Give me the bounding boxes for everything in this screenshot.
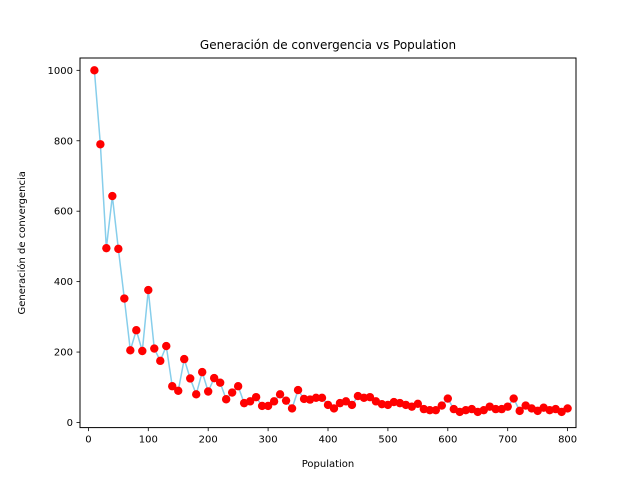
data-point [198,367,207,377]
x-tick-label: 600 [438,435,457,446]
data-point [425,405,435,415]
y-axis: 0 200 400 600 800 1000 [48,66,80,429]
data-point [168,382,177,391]
data-point [281,396,291,405]
x-axis-label: Population [302,459,355,470]
data-point [443,394,453,403]
data-point [138,346,147,356]
data-point [150,344,159,353]
data-point [245,397,255,406]
data-point [293,385,303,395]
data-point [251,392,261,402]
data-point [257,401,267,411]
data-point [491,404,500,414]
data-point [174,386,183,395]
data-point [96,140,105,149]
data-point [108,191,117,201]
data-point [102,243,111,253]
x-tick-label: 500 [378,435,397,446]
data-point [347,400,357,410]
data-point [275,390,285,399]
x-axis: 0 100 200 300 400 500 600 700 800 [85,427,577,446]
data-point [144,285,153,295]
chart-title: Generación de convergencia vs Population [200,38,456,52]
data-point [162,341,171,351]
data-point [192,390,201,399]
x-tick-label: 700 [498,435,517,446]
y-axis-label: Generación de convergencia [16,171,28,314]
data-point [287,404,297,413]
data-point [329,404,339,413]
data-point [186,374,195,383]
data-point [126,346,135,355]
data-point [437,401,447,410]
data-point [365,392,375,402]
data-point [156,356,165,366]
x-tick-label: 300 [259,435,278,446]
x-tick-label: 800 [558,435,577,446]
y-tick-label: 1000 [48,66,73,77]
y-tick-label: 400 [54,277,73,288]
data-point [515,406,524,416]
data-point [269,397,279,406]
y-tick-label: 200 [54,348,73,359]
data-point [503,402,512,411]
plot-area [90,66,572,417]
data-point [209,373,219,383]
data-point [132,326,141,335]
x-tick-label: 0 [85,435,91,446]
x-tick-label: 100 [139,435,158,446]
x-tick-label: 200 [199,435,218,446]
y-tick-label: 0 [67,418,73,429]
data-point [215,378,225,387]
data-point [311,393,321,403]
data-point [114,244,123,254]
data-point [317,393,327,403]
data-point [90,66,99,75]
data-point [120,294,129,303]
x-tick-label: 400 [318,435,337,446]
data-point [263,401,273,411]
data-point [180,354,189,364]
data-point [413,399,423,409]
data-point [509,394,518,403]
y-tick-label: 600 [54,207,73,218]
data-point [221,395,231,404]
y-tick-label: 800 [54,136,73,147]
data-point [563,404,572,413]
data-point [431,405,441,415]
data-point [233,382,243,391]
data-point [203,387,213,396]
data-point [227,388,237,397]
